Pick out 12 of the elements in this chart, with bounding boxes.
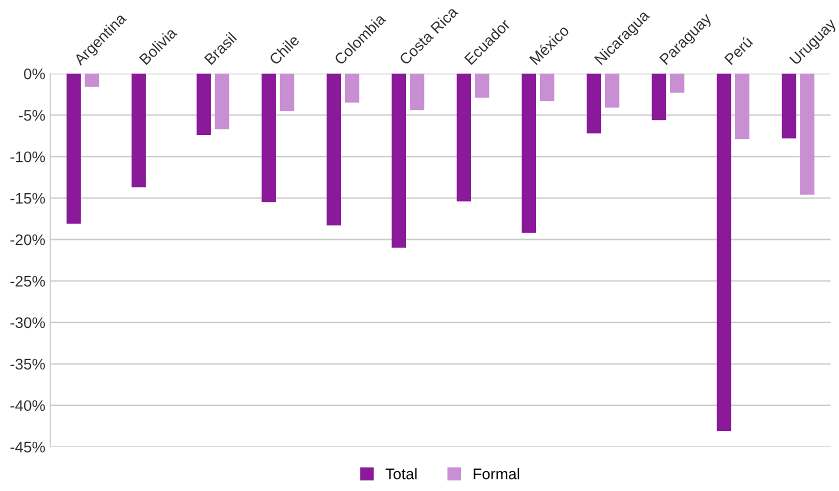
- y-tick-label: -30%: [10, 317, 45, 328]
- y-tick-label: -15%: [10, 192, 45, 204]
- y-tick-label: -45%: [10, 442, 45, 452]
- y-tick-label: -25%: [10, 276, 45, 287]
- legend-label: Total: [386, 468, 417, 480]
- y-tick-label: -10%: [10, 151, 45, 162]
- legend-label: Formal: [474, 468, 520, 480]
- y-tick-label: 0%: [24, 68, 45, 80]
- y-tick-label: -5%: [18, 110, 45, 121]
- y-tick-label: -35%: [10, 358, 45, 370]
- y-tick-label: -40%: [10, 400, 45, 412]
- y-tick-label: -20%: [10, 234, 45, 246]
